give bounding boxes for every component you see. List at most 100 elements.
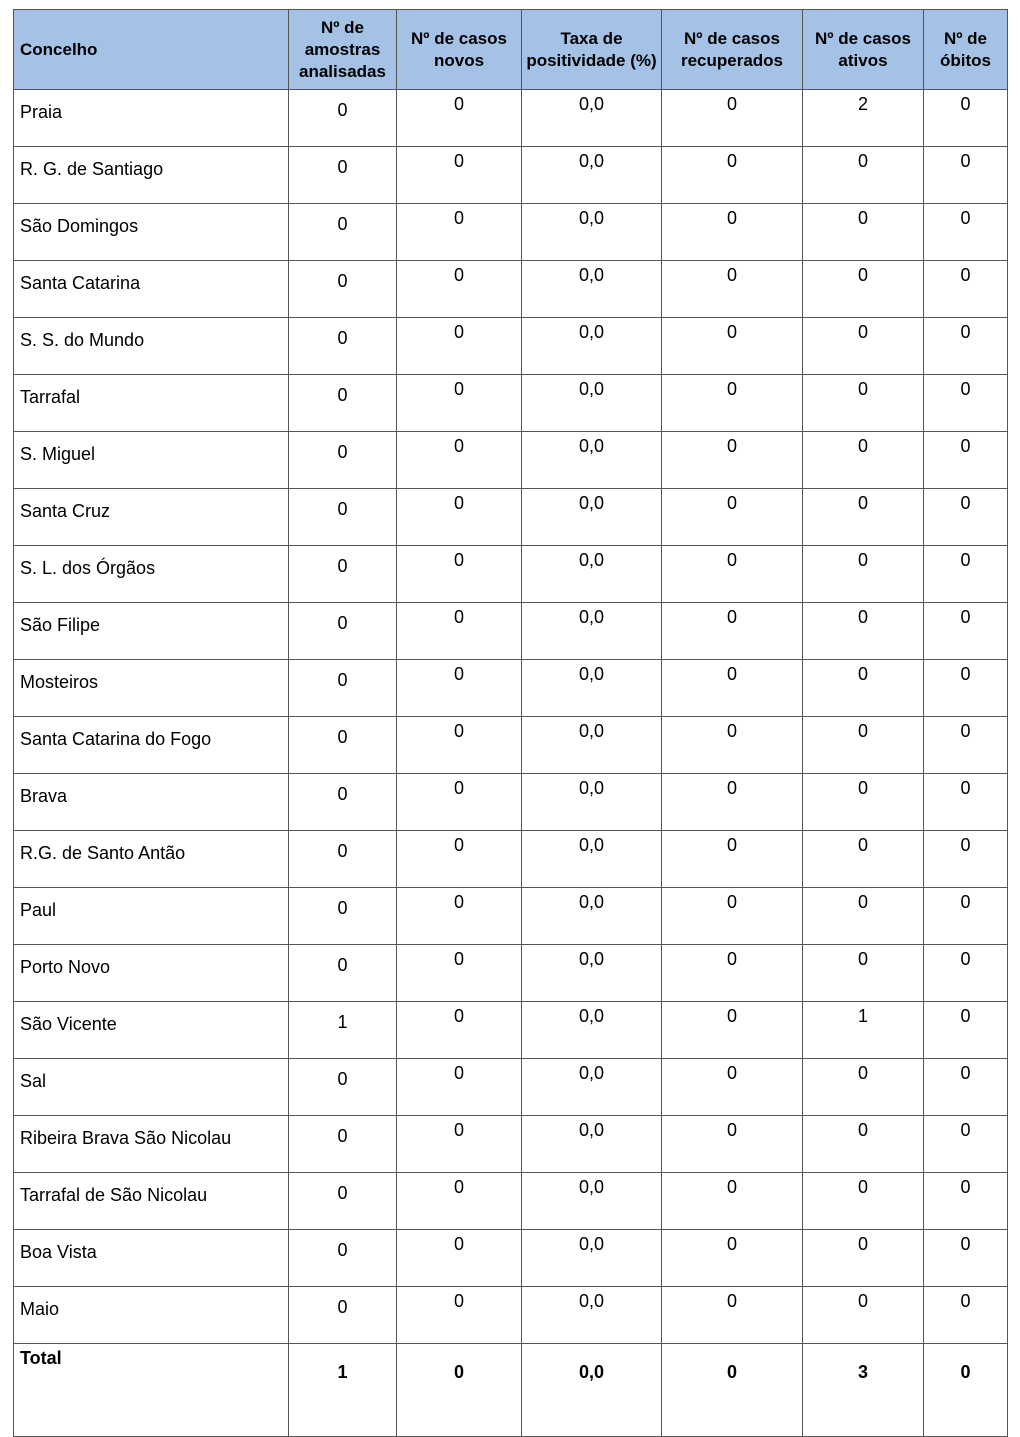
cell-casos-novos: 0 <box>396 146 522 204</box>
cell-recuperados: 0 <box>661 602 803 660</box>
cell-amostras: 0 <box>288 488 397 546</box>
cell-casos-novos: 0 <box>396 1001 522 1059</box>
cell-concelho: São Domingos <box>13 203 289 261</box>
table-row: Maio 0 0 0,0 0 0 0 <box>13 1286 1008 1344</box>
cell-concelho: Brava <box>13 773 289 831</box>
cell-recuperados: 0 <box>661 659 803 717</box>
cell-obitos: 0 <box>923 317 1008 375</box>
cell-recuperados: 0 <box>661 773 803 831</box>
table-row: Santa Cruz 0 0 0,0 0 0 0 <box>13 488 1008 546</box>
cell-amostras: 0 <box>288 89 397 147</box>
cell-amostras: 0 <box>288 1115 397 1173</box>
cell-concelho: Tarrafal de São Nicolau <box>13 1172 289 1230</box>
cell-obitos: 0 <box>923 1001 1008 1059</box>
table-row: Mosteiros 0 0 0,0 0 0 0 <box>13 659 1008 717</box>
table-row: Ribeira Brava São Nicolau 0 0 0,0 0 0 0 <box>13 1115 1008 1173</box>
cell-casos-novos: 0 <box>396 887 522 945</box>
cell-amostras: 0 <box>288 374 397 432</box>
cell-taxa-positividade: 0,0 <box>521 773 662 831</box>
cell-obitos: 0 <box>923 1172 1008 1230</box>
cell-obitos: 0 <box>923 602 1008 660</box>
cell-amostras: 0 <box>288 1172 397 1230</box>
cell-amostras: 0 <box>288 773 397 831</box>
cell-taxa-positividade: 0,0 <box>521 716 662 774</box>
cell-casos-novos: 0 <box>396 1172 522 1230</box>
cell-ativos: 0 <box>802 146 924 204</box>
cell-amostras: 0 <box>288 431 397 489</box>
table-row: Santa Catarina 0 0 0,0 0 0 0 <box>13 260 1008 318</box>
cell-concelho: Maio <box>13 1286 289 1344</box>
table-row: S. L. dos Órgãos 0 0 0,0 0 0 0 <box>13 545 1008 603</box>
cell-ativos: 0 <box>802 374 924 432</box>
cell-ativos: 0 <box>802 431 924 489</box>
cell-obitos: 0 <box>923 146 1008 204</box>
table-row: Sal 0 0 0,0 0 0 0 <box>13 1058 1008 1116</box>
cell-concelho: Santa Catarina do Fogo <box>13 716 289 774</box>
cell-obitos: 0 <box>923 545 1008 603</box>
cell-obitos: 0 <box>923 203 1008 261</box>
header-taxa-positividade: Taxa de positividade (%) <box>521 9 662 90</box>
table-row: Paul 0 0 0,0 0 0 0 <box>13 887 1008 945</box>
cell-concelho: Praia <box>13 89 289 147</box>
cell-ativos: 0 <box>802 944 924 1002</box>
cell-concelho: Santa Catarina <box>13 260 289 318</box>
cell-recuperados: 0 <box>661 374 803 432</box>
cell-recuperados: 0 <box>661 488 803 546</box>
cell-obitos: 0 <box>923 830 1008 888</box>
cell-amostras: 1 <box>288 1343 397 1437</box>
cell-ativos: 0 <box>802 716 924 774</box>
cell-recuperados: 0 <box>661 1343 803 1437</box>
cell-casos-novos: 0 <box>396 602 522 660</box>
cell-taxa-positividade: 0,0 <box>521 146 662 204</box>
cell-ativos: 0 <box>802 659 924 717</box>
cell-taxa-positividade: 0,0 <box>521 1115 662 1173</box>
table-row: Tarrafal de São Nicolau 0 0 0,0 0 0 0 <box>13 1172 1008 1230</box>
cell-amostras: 0 <box>288 944 397 1002</box>
cell-recuperados: 0 <box>661 545 803 603</box>
cell-taxa-positividade: 0,0 <box>521 1058 662 1116</box>
cell-obitos: 0 <box>923 944 1008 1002</box>
cell-recuperados: 0 <box>661 146 803 204</box>
cell-taxa-positividade: 0,0 <box>521 431 662 489</box>
cell-recuperados: 0 <box>661 830 803 888</box>
cell-concelho: R.G. de Santo Antão <box>13 830 289 888</box>
cell-taxa-positividade: 0,0 <box>521 1229 662 1287</box>
cell-taxa-positividade: 0,0 <box>521 317 662 375</box>
cell-concelho: S. Miguel <box>13 431 289 489</box>
table-row: Santa Catarina do Fogo 0 0 0,0 0 0 0 <box>13 716 1008 774</box>
cell-casos-novos: 0 <box>396 488 522 546</box>
cell-taxa-positividade: 0,0 <box>521 887 662 945</box>
header-recuperados: Nº de casos recuperados <box>661 9 803 90</box>
cell-amostras: 0 <box>288 146 397 204</box>
cell-ativos: 2 <box>802 89 924 147</box>
cell-casos-novos: 0 <box>396 944 522 1002</box>
cell-amostras: 0 <box>288 203 397 261</box>
cell-casos-novos: 0 <box>396 1343 522 1437</box>
cell-amostras: 0 <box>288 716 397 774</box>
covid-concelho-table: Concelho Nº de amostras analisadas Nº de c… <box>13 9 1008 1437</box>
cell-concelho: São Vicente <box>13 1001 289 1059</box>
cell-recuperados: 0 <box>661 317 803 375</box>
cell-recuperados: 0 <box>661 944 803 1002</box>
table-row: Brava 0 0 0,0 0 0 0 <box>13 773 1008 831</box>
cell-recuperados: 0 <box>661 1286 803 1344</box>
cell-ativos: 0 <box>802 488 924 546</box>
cell-concelho: Tarrafal <box>13 374 289 432</box>
table-row: Tarrafal 0 0 0,0 0 0 0 <box>13 374 1008 432</box>
cell-taxa-positividade: 0,0 <box>521 1172 662 1230</box>
cell-taxa-positividade: 0,0 <box>521 1343 662 1437</box>
table-row: Praia 0 0 0,0 0 2 0 <box>13 89 1008 147</box>
cell-taxa-positividade: 0,0 <box>521 830 662 888</box>
cell-taxa-positividade: 0,0 <box>521 89 662 147</box>
table-row: S. S. do Mundo 0 0 0,0 0 0 0 <box>13 317 1008 375</box>
cell-obitos: 0 <box>923 431 1008 489</box>
cell-casos-novos: 0 <box>396 830 522 888</box>
cell-ativos: 1 <box>802 1001 924 1059</box>
cell-obitos: 0 <box>923 1115 1008 1173</box>
cell-casos-novos: 0 <box>396 1286 522 1344</box>
cell-obitos: 0 <box>923 1229 1008 1287</box>
cell-recuperados: 0 <box>661 1172 803 1230</box>
cell-ativos: 0 <box>802 1115 924 1173</box>
cell-concelho: Porto Novo <box>13 944 289 1002</box>
cell-recuperados: 0 <box>661 1115 803 1173</box>
